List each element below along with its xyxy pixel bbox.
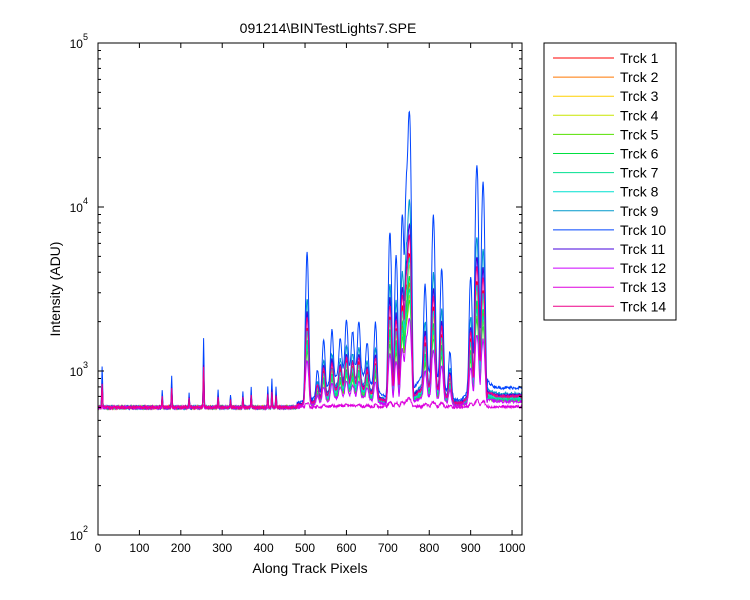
legend-label: Trck 10 — [620, 222, 666, 238]
legend-label: Trck 6 — [620, 146, 659, 162]
legend-label: Trck 2 — [620, 69, 659, 85]
x-tick-label: 800 — [419, 541, 439, 555]
legend-label: Trck 12 — [620, 260, 666, 276]
x-tick-label: 0 — [95, 541, 102, 555]
x-tick-label: 200 — [171, 541, 191, 555]
legend-label: Trck 5 — [620, 126, 659, 142]
x-tick-label: 100 — [129, 541, 149, 555]
legend-label: Trck 8 — [620, 184, 659, 200]
x-tick-label: 300 — [212, 541, 232, 555]
legend-box — [543, 42, 677, 321]
legend-label: Trck 7 — [620, 165, 659, 181]
chart-title: 091214\BINTestLights7.SPE — [240, 20, 417, 36]
y-axis-label: Intensity (ADU) — [47, 242, 63, 337]
x-tick-label: 600 — [336, 541, 356, 555]
x-tick-label: 1000 — [499, 541, 526, 555]
x-axis: 0 100 200 300 400 500 600 700 800 900 1000 — [95, 43, 526, 555]
legend-label: Trck 11 — [620, 241, 665, 257]
plot-area: 0 100 200 300 400 500 600 700 800 900 1000 1021031… — [70, 32, 526, 555]
x-axis-label: Along Track Pixels — [252, 560, 367, 576]
axes-background — [98, 43, 522, 535]
series-layer — [98, 110, 522, 411]
axes-frame — [97, 42, 523, 536]
series-line — [98, 233, 522, 411]
x-tick-label: 700 — [378, 541, 398, 555]
legend: Trck 1 Trck 2 Trck 3 Trck 4 Trck 5 Trck 6 Trck… — [543, 42, 677, 321]
legend-label: Trck 14 — [620, 298, 666, 314]
x-tick-label: 400 — [254, 541, 274, 555]
x-tick-label: 500 — [295, 541, 315, 555]
legend-label: Trck 13 — [620, 279, 666, 295]
legend-label: Trck 4 — [620, 107, 659, 123]
legend-label: Trck 3 — [620, 88, 659, 104]
legend-label: Trck 1 — [620, 50, 659, 66]
legend-label: Trck 9 — [620, 203, 659, 219]
x-tick-label: 900 — [461, 541, 481, 555]
